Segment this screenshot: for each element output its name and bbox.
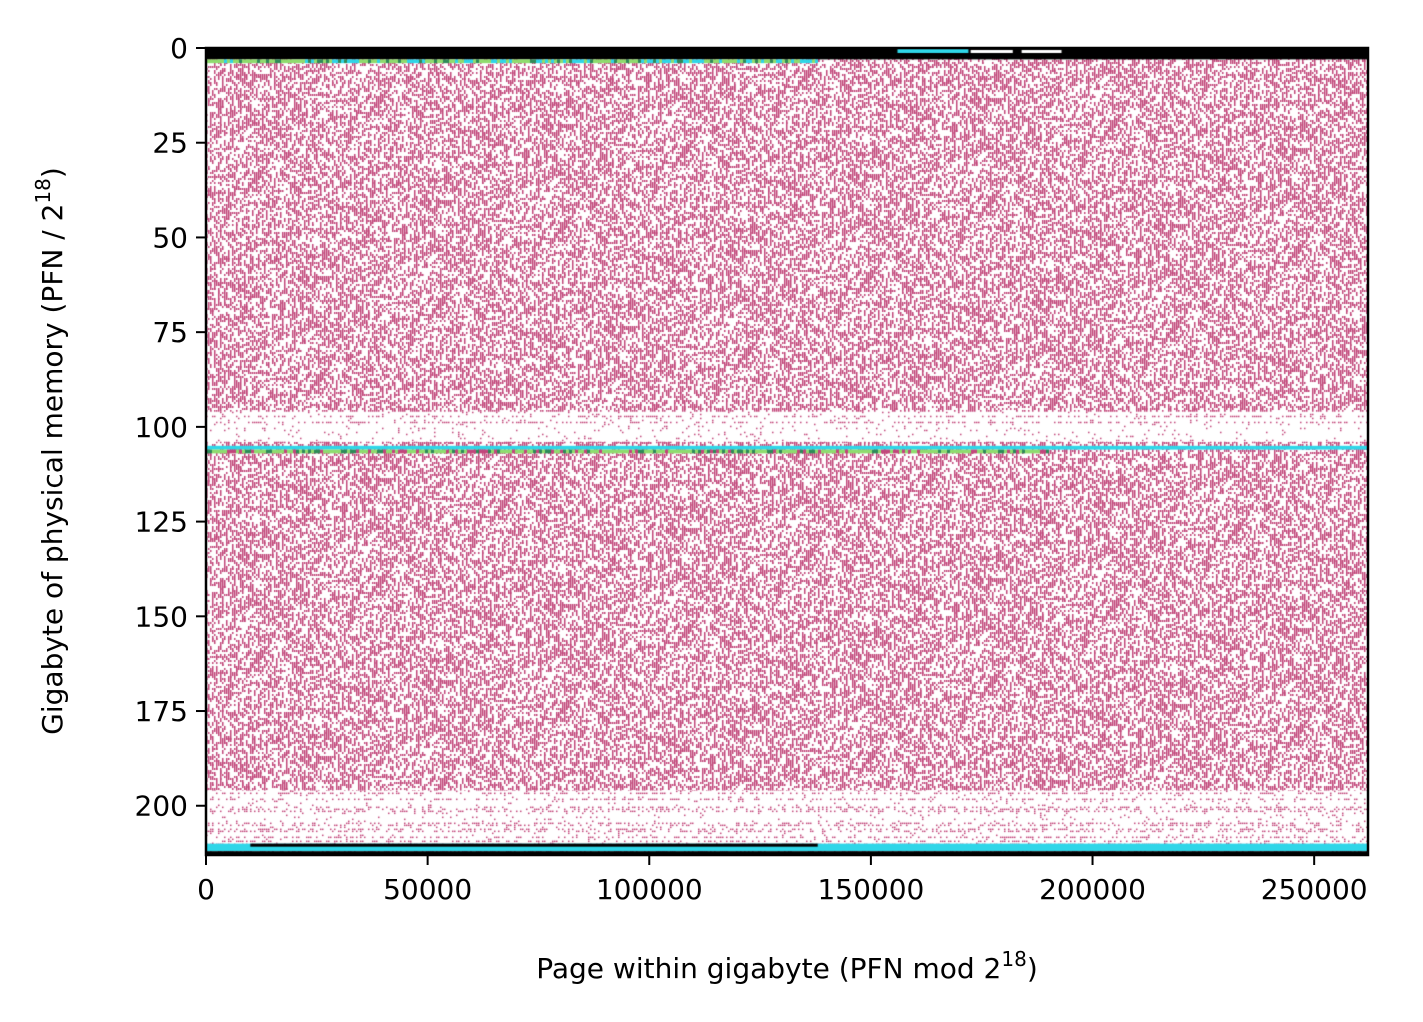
y-tick-label: 125 <box>135 506 188 539</box>
axes-frame <box>204 46 1370 857</box>
heatmap-canvas-holder <box>206 48 1368 855</box>
y-axis-label-end: ) <box>36 167 69 178</box>
y-tick-label: 200 <box>135 790 188 823</box>
y-tick-label: 175 <box>135 695 188 728</box>
y-axis-label: Gigabyte of physical memory (PFN / 218) <box>31 167 69 735</box>
x-tick-label: 250000 <box>1261 873 1368 906</box>
x-tick-label: 50000 <box>383 873 472 906</box>
y-axis-label-main: Gigabyte of physical memory (PFN / 2 <box>36 204 69 735</box>
y-tick-label: 150 <box>135 600 188 633</box>
y-tick-label: 100 <box>135 411 188 444</box>
x-axis-label: Page within gigabyte (PFN mod 218) <box>536 947 1038 985</box>
y-tick-label: 50 <box>152 221 188 254</box>
y-axis-label-sup: 18 <box>31 178 55 203</box>
x-axis-label-main: Page within gigabyte (PFN mod 2 <box>536 952 1001 985</box>
y-tick-label: 25 <box>152 127 188 160</box>
y-axis-ticks: 0 25 50 75 100 125 150 175 200 <box>135 32 206 823</box>
x-axis-ticks: 0 50000 100000 150000 200000 250000 <box>197 855 1368 906</box>
y-tick-label: 75 <box>152 316 188 349</box>
x-axis-label-sup: 18 <box>1001 947 1026 971</box>
x-tick-label: 100000 <box>596 873 703 906</box>
plot-area <box>204 46 1370 857</box>
x-tick-label: 150000 <box>817 873 924 906</box>
y-tick-label: 0 <box>170 32 188 65</box>
x-tick-label: 0 <box>197 873 215 906</box>
x-tick-label: 200000 <box>1039 873 1146 906</box>
x-axis-label-end: ) <box>1027 952 1038 985</box>
heatmap-pixels <box>206 48 1368 855</box>
